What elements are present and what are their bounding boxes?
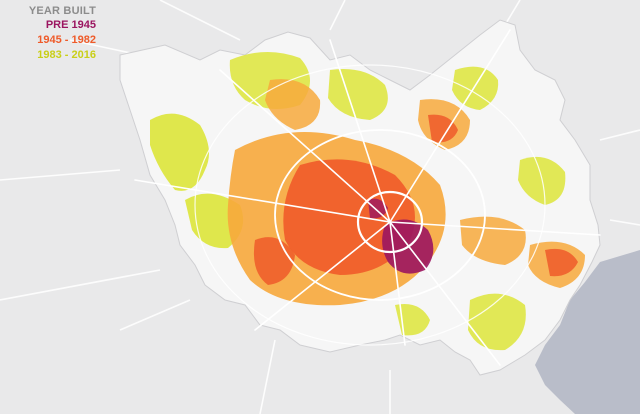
area-1983-2016 <box>150 113 209 191</box>
freeway-network <box>134 29 601 366</box>
radial-highway <box>254 221 391 331</box>
radial-highway <box>389 29 511 223</box>
radial-highway <box>389 221 501 366</box>
map-legend: YEAR BUILT PRE 1945 1945 - 1982 1983 - 2… <box>6 4 96 63</box>
bay-water <box>535 250 640 414</box>
area-1983-2016 <box>518 156 566 205</box>
radial-highway <box>389 221 406 346</box>
legend-item-1945-1982: 1945 - 1982 <box>37 34 96 46</box>
legend-item-1983-2016: 1983 - 2016 <box>37 49 96 61</box>
area-1945-1982 <box>283 159 415 275</box>
grand-parkway <box>194 64 546 346</box>
area-1945-1982 <box>428 114 458 143</box>
radial-highway <box>389 221 601 236</box>
inner-loop <box>356 190 424 254</box>
area-pre-1945 <box>368 198 388 219</box>
beltway <box>274 129 486 301</box>
legend-item-pre-1945: PRE 1945 <box>45 19 96 31</box>
radial-highway <box>329 39 391 223</box>
area-1945-1982 <box>545 248 578 277</box>
area-1983-2016 <box>452 66 499 110</box>
area-1945-1982 <box>265 79 321 130</box>
radial-highway <box>219 69 391 223</box>
legend-title: YEAR BUILT <box>28 5 96 17</box>
radial-highway <box>134 179 391 223</box>
area-1983-2016 <box>395 304 430 336</box>
area-1983-2016 <box>468 293 526 351</box>
